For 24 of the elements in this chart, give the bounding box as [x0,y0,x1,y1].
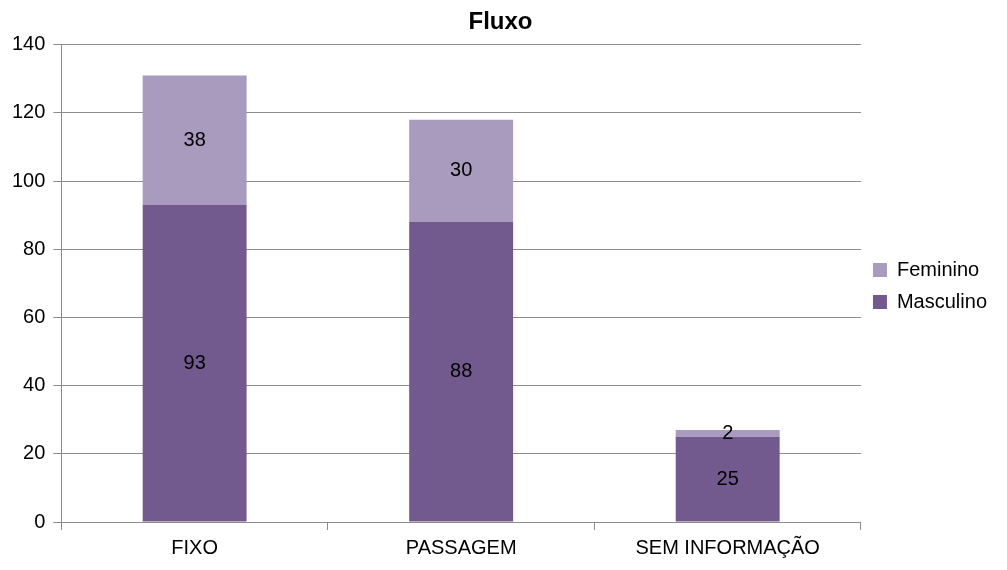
x-tick-label: FIXO [171,535,218,558]
y-tick-label: 120 [11,100,46,123]
y-tick-label: 80 [23,236,46,259]
chart-title: Fluxo [468,7,533,35]
x-tick-label: PASSAGEM [405,535,517,558]
bar [409,119,514,223]
legend-label: Feminino [896,257,980,280]
data-label: 25 [716,466,739,489]
data-label: 88 [450,359,473,382]
bar [409,222,514,522]
y-tick-label: 20 [23,441,46,464]
x-tick-label: SEM INFORMAÇÃO [635,534,820,558]
y-tick-label: 40 [23,373,46,396]
data-label: 2 [722,420,734,443]
data-label: 38 [183,127,206,150]
y-tick-label: 100 [11,168,46,191]
bar [142,75,247,205]
y-tick-label: 140 [11,32,46,55]
data-label: 30 [450,158,473,181]
data-label: 93 [183,350,206,373]
bar [142,205,247,522]
y-tick-label: 0 [34,509,46,532]
y-tick-label: 60 [23,305,46,327]
legend-label: Masculino [896,289,988,312]
